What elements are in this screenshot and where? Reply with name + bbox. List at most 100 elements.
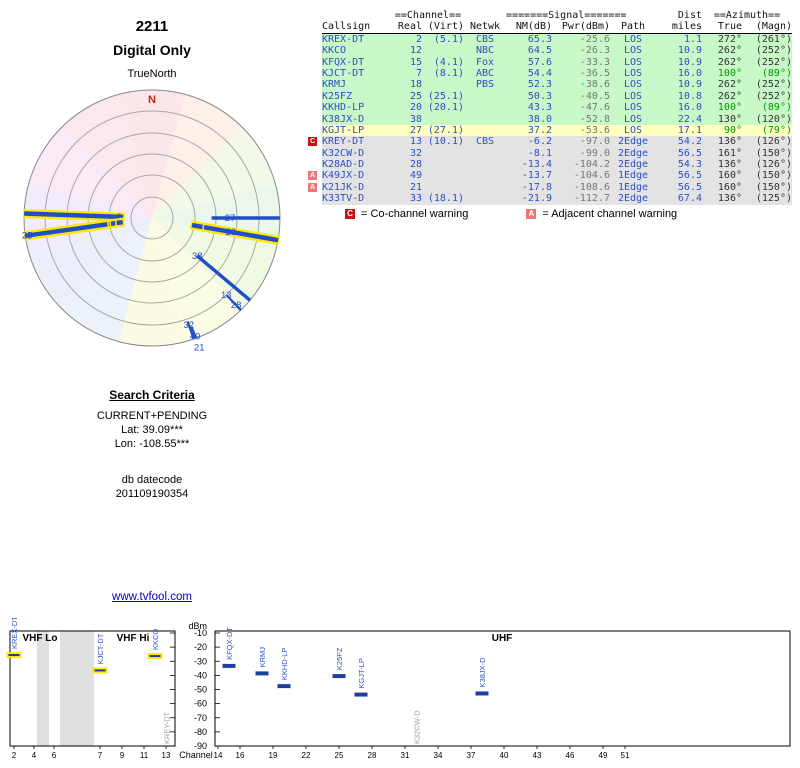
header-path: Path xyxy=(620,21,646,33)
station-table: ==Channel== =======Signal======= Dist ==Azi… xyxy=(308,10,792,205)
azimuth-magn-cell: (252°) xyxy=(755,45,792,57)
adjacent-channel-warning-badge: A xyxy=(308,171,317,181)
needle-line xyxy=(195,254,252,302)
azimuth-magn-cell: (150°) xyxy=(755,147,792,159)
table-row: KJCT-DT 7 (8.1) ABC 54.4 -36.5 LOS 16.0 100° (89°… xyxy=(322,67,792,80)
distance-cell: 10.9 xyxy=(677,45,702,57)
compass-sector-wedge xyxy=(152,94,243,218)
path-cell: LOS xyxy=(623,67,643,79)
distance-cell: 67.4 xyxy=(677,193,702,205)
needle-channel-label: 27 xyxy=(225,213,236,224)
virtual-channel-cell xyxy=(422,170,464,181)
path-cell: LOS xyxy=(623,45,643,57)
needle-line xyxy=(235,305,242,311)
virtual-channel-cell xyxy=(422,159,464,170)
callsign-cell: K21JK-D xyxy=(322,181,365,193)
path-cell: 1Edge xyxy=(617,170,649,182)
band-section-label: VHF Lo xyxy=(23,633,58,644)
noise-margin-cell: -13.4 xyxy=(521,159,552,171)
callsign-cell: K33TV-D xyxy=(322,193,365,205)
compass-sector-wedge xyxy=(61,94,152,218)
callsign-cell: K38JX-D xyxy=(322,113,365,125)
adjacent-channel-warning-icon: A xyxy=(526,209,537,219)
power-cell: -38.6 xyxy=(579,79,610,91)
needle-channel-label: 2 xyxy=(116,212,121,223)
channel-axis-label: Channel xyxy=(179,750,213,760)
table-row: KRMJ 18 PBS 52.3 -38.6 LOS 10.9 262° (252°) xyxy=(322,79,792,91)
header-spacer xyxy=(464,10,506,21)
callsign-cell: KJCT-DT xyxy=(322,67,365,79)
callsign-cell: KGJT-LP xyxy=(322,124,365,136)
search-mode: CURRENT+PENDING xyxy=(96,410,208,422)
bar-callsign-label: KJCT-DT xyxy=(96,633,105,664)
azimuth-true-cell: 161° xyxy=(717,147,742,159)
real-channel-cell: 38 xyxy=(409,113,422,125)
noise-margin-cell: -17.8 xyxy=(521,181,552,193)
db-datecode-label: db datecode xyxy=(121,474,183,486)
virtual-channel-cell xyxy=(422,182,464,193)
bar-callsign-label: KGJT-LP xyxy=(357,658,366,688)
offscale-callsign-label: KREY-DT xyxy=(163,711,172,744)
header-signal-group: =======Signal======= xyxy=(506,10,627,21)
real-channel-cell: 25 xyxy=(409,90,422,102)
real-channel-cell: 21 xyxy=(409,181,422,193)
channel-tick-label: 25 xyxy=(335,751,344,760)
bar-callsign-label: KFQX-DT xyxy=(225,627,234,660)
header-netwk: Netwk xyxy=(469,21,501,33)
power-cell: -104.2 xyxy=(573,159,610,171)
table-row: K28AD-D 28 -13.4 -104.2 2Edge 54.3 136° (126°) xyxy=(322,159,792,171)
signal-needle: 25 xyxy=(22,219,110,242)
needle-channel-label: 28 xyxy=(231,300,242,311)
channel-tick-label: 11 xyxy=(140,751,149,760)
power-cell: -33.3 xyxy=(579,56,610,68)
table-header-groups: ==Channel== =======Signal======= Dist ==Azi… xyxy=(322,10,792,21)
dbm-tick-label: -10 xyxy=(194,628,207,638)
azimuth-magn-cell: (261°) xyxy=(755,33,792,45)
header-nm: NM(dB) xyxy=(515,21,552,33)
power-cell: -25.6 xyxy=(579,33,610,45)
header-pwr: Pwr(dBm) xyxy=(561,21,610,33)
power-cell: -97.0 xyxy=(579,136,610,148)
signal-bar xyxy=(354,692,368,697)
bar-callsign-label: KREX-DT xyxy=(10,618,19,649)
azimuth-magn-cell: (125°) xyxy=(755,193,792,205)
distance-cell: 1.1 xyxy=(683,33,702,45)
virtual-channel-cell: (8.1) xyxy=(433,67,464,79)
azimuth-true-cell: 136° xyxy=(717,136,742,148)
tvfool-link[interactable]: www.tvfool.com xyxy=(112,591,192,603)
real-channel-cell: 33 xyxy=(409,193,422,205)
path-cell: 2Edge xyxy=(617,147,649,159)
signal-needle: 21 xyxy=(192,330,204,354)
signal-needle: 20 xyxy=(201,222,280,245)
noise-margin-cell: -21.9 xyxy=(521,193,552,205)
noise-margin-cell: 37.2 xyxy=(527,124,552,136)
power-cell: -52.8 xyxy=(579,113,610,125)
noise-margin-cell: 50.3 xyxy=(527,90,552,102)
channel-tick-label: 9 xyxy=(120,751,125,760)
callsign-cell: KRMJ xyxy=(322,79,347,91)
band-section-label: VHF Hi xyxy=(117,633,150,644)
channel-tick-label: 7 xyxy=(98,751,103,760)
network-cell xyxy=(464,148,506,159)
path-cell: LOS xyxy=(623,79,643,91)
header-channel-group: ==Channel== xyxy=(394,10,462,21)
real-channel-cell: 32 xyxy=(409,147,422,159)
power-cell: -26.3 xyxy=(579,45,610,57)
azimuth-magn-cell: (89°) xyxy=(761,67,792,79)
table-row: K32CW-D 32 -8.1 -99.0 2Edge 56.5 161° (150°) xyxy=(322,147,792,160)
compass-sector-wedge xyxy=(152,218,276,309)
real-channel-cell: 2 xyxy=(415,33,422,45)
warning-legend: C = Co-channel warning A = Adjacent chan… xyxy=(345,208,677,220)
power-cell: -108.6 xyxy=(573,181,610,193)
network-cell xyxy=(464,91,506,102)
azimuth-true-cell: 262° xyxy=(717,56,742,68)
real-channel-cell: 27 xyxy=(409,124,422,136)
bar-callsign-label: K38JX-D xyxy=(478,657,487,688)
table-row: A K21JK-D 21 -17.8 -108.6 1Edge 56.5 160° (150°) xyxy=(308,181,792,194)
virtual-channel-cell: (10.1) xyxy=(427,136,464,148)
azimuth-true-cell: 136° xyxy=(717,193,742,205)
dbm-tick-label: -90 xyxy=(194,741,207,751)
power-cell: -53.6 xyxy=(579,124,610,136)
network-cell: NBC xyxy=(475,45,495,57)
signal-bar xyxy=(92,667,108,674)
